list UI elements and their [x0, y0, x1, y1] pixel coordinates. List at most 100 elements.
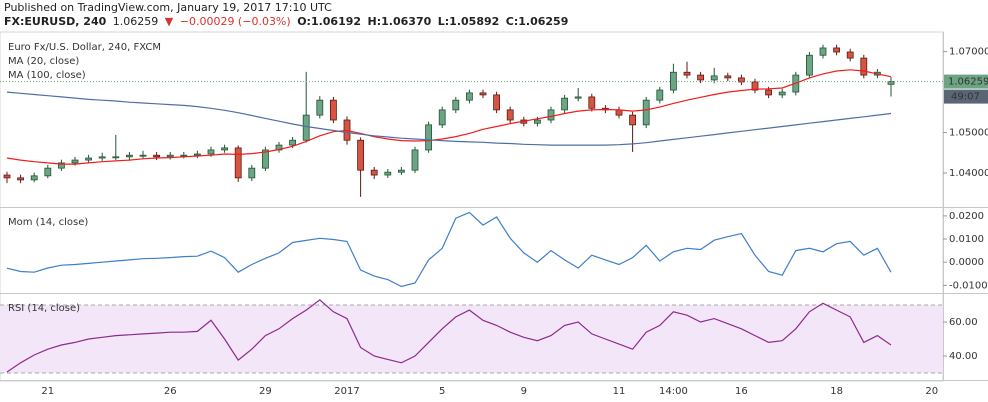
candle-body [411, 149, 419, 171]
arrow: ▼ [164, 15, 174, 28]
candle-body [58, 162, 65, 169]
candle-body [819, 47, 827, 56]
candle-body [357, 139, 365, 171]
candle-body [261, 149, 269, 169]
series-line [6, 211, 892, 288]
candle-body [642, 99, 650, 126]
close: C:1.06259 [505, 15, 569, 28]
legend-entry: Mom (14, close) [8, 217, 88, 228]
candle-body [765, 89, 772, 96]
change: −0.00029 (−0.03%) [179, 15, 291, 28]
candle-body [452, 99, 460, 111]
candle-body [479, 92, 487, 96]
candle-body [71, 159, 79, 164]
series-line [6, 91, 892, 146]
candle-body [506, 109, 514, 121]
y-tick-label: 0.0000 [949, 257, 984, 268]
symbol: FX:EURUSD, 240 [4, 15, 107, 28]
legend-entry: MA (20, close) [8, 56, 79, 67]
candle-body [289, 139, 297, 146]
countdown-label: 49:07 [951, 92, 980, 103]
candle-body [860, 57, 868, 76]
symbol-line: FX:EURUSD, 240 1.06259 ▼ −0.00029 (−0.03… [4, 15, 571, 29]
last: 1.06259 [112, 15, 159, 28]
y-tick-label: 0.0200 [949, 211, 984, 222]
y-tick-label: 0.0100 [949, 234, 984, 245]
candle-body [207, 149, 215, 155]
candle-body [193, 153, 201, 156]
x-tick-label: 20 [925, 386, 938, 397]
candle-body [683, 71, 691, 76]
x-tick-label: 9 [521, 386, 527, 397]
y-tick-label: -0.0100 [949, 280, 988, 291]
candle-body [384, 171, 392, 176]
candle-body [806, 54, 813, 76]
series-line [6, 69, 892, 165]
candle-body [534, 119, 541, 124]
candle-body [574, 96, 582, 99]
candle-body [778, 91, 786, 96]
candle-body [153, 154, 161, 158]
candle-body [493, 94, 501, 111]
candle-body [846, 51, 854, 59]
series-line [6, 299, 892, 373]
open: O:1.06192 [297, 15, 362, 28]
candle-body [370, 169, 378, 176]
header: Published on TradingView.com, January 19… [4, 1, 571, 29]
y-tick-label: 40.00 [949, 351, 978, 362]
candle-body [425, 124, 433, 151]
candle-body [751, 81, 759, 91]
candle-body [329, 99, 337, 121]
x-tick-label: 11 [613, 386, 626, 397]
last-price-label: 1.06259 [948, 77, 988, 88]
candle-body [234, 147, 242, 179]
x-tick-label: 29 [259, 386, 272, 397]
candle-body [98, 156, 106, 159]
published-line: Published on TradingView.com, January 19… [4, 1, 332, 14]
candle-body [438, 109, 446, 126]
candle-body [248, 167, 256, 179]
candle-body [465, 92, 473, 101]
countdown-box [944, 89, 988, 104]
last-price-box [944, 74, 988, 89]
candle-body [221, 147, 229, 151]
candle-body [166, 154, 174, 158]
x-tick-label: 16 [735, 386, 748, 397]
candle-body [710, 75, 718, 81]
candle-body [126, 154, 133, 158]
legend-entry: RSI (14, close) [8, 303, 80, 314]
candle-body [3, 174, 11, 179]
x-tick-label: 2017 [334, 386, 359, 397]
candle-body [670, 71, 677, 91]
x-tick-label: 18 [830, 386, 843, 397]
high: H:1.06370 [367, 15, 432, 28]
y-tick-label: 1.05000 [949, 128, 988, 139]
y-tick-label: 60.00 [949, 317, 978, 328]
candle-body [17, 177, 25, 181]
candle-body [588, 96, 596, 109]
y-tick-label: 1.04000 [949, 168, 988, 179]
candle-body [629, 114, 636, 126]
candle-body [30, 175, 38, 181]
x-tick-label: 21 [41, 386, 54, 397]
y-tick-label: 1.07000 [949, 47, 988, 58]
low: L:1.05892 [437, 15, 500, 28]
x-tick-label: 14:00 [659, 386, 688, 397]
candle-body [547, 109, 555, 121]
candle-body [656, 89, 664, 101]
x-tick-label: 5 [439, 386, 445, 397]
candle-body [302, 114, 310, 141]
band-fill [0, 305, 943, 374]
x-tick-label: 26 [164, 386, 177, 397]
candle-body [833, 47, 840, 53]
pane-title: Euro Fx/U.S. Dollar, 240, FXCM [8, 42, 161, 53]
candle-body [139, 154, 147, 157]
candle-body [697, 74, 704, 81]
candle-body [85, 157, 92, 161]
candle-body [724, 75, 732, 79]
candle-body [112, 156, 120, 159]
candle-body [561, 97, 568, 111]
candle-body [44, 167, 52, 177]
